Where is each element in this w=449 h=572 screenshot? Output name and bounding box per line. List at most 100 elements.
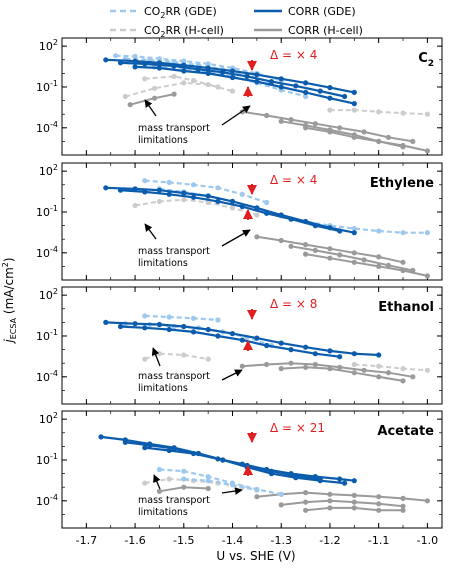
data-point <box>278 118 284 124</box>
legend-item-corr-hcell: CORR (H-cell) <box>254 24 363 37</box>
data-point <box>215 185 221 191</box>
series-line-corr-gde <box>135 65 355 105</box>
data-point <box>361 257 367 263</box>
data-point <box>303 490 309 496</box>
data-point <box>220 69 226 75</box>
series-line-co2rr-gde <box>115 54 282 82</box>
data-point <box>351 492 357 498</box>
svg-text:CO2RR (H-cell): CO2RR (H-cell) <box>144 24 224 39</box>
series-line-corr-hcell <box>129 93 175 106</box>
data-point <box>215 198 221 204</box>
mass-transport-label: mass transport <box>138 246 210 257</box>
data-point <box>215 84 221 90</box>
data-point <box>312 121 318 127</box>
data-point <box>312 247 318 253</box>
data-point <box>122 93 128 100</box>
data-point <box>278 237 284 244</box>
data-point <box>351 259 357 265</box>
annotation-arrow-left <box>151 347 161 367</box>
y-tick-label: 102 <box>39 411 58 426</box>
y-tick-label: 10-4 <box>36 493 58 508</box>
data-point <box>400 366 406 372</box>
data-point <box>254 487 260 493</box>
data-point <box>376 109 382 115</box>
data-point <box>171 91 177 97</box>
data-point <box>166 326 172 333</box>
data-point <box>278 84 284 90</box>
data-point <box>142 313 148 319</box>
data-point <box>264 199 270 206</box>
series-line-corr-hcell <box>305 253 428 277</box>
legend-corr-gde-label: CORR (GDE) <box>288 5 356 18</box>
data-point <box>327 255 333 261</box>
data-point <box>264 210 270 216</box>
data-point <box>132 64 138 70</box>
y-tick-label: 102 <box>39 287 58 302</box>
data-point <box>229 88 236 94</box>
data-point <box>264 361 270 368</box>
series-line-corr-gde <box>105 321 379 357</box>
data-point <box>342 480 348 486</box>
data-point <box>351 505 357 511</box>
plot-frame <box>61 286 443 405</box>
series-line-corr-gde <box>120 325 340 358</box>
data-point <box>337 228 343 234</box>
data-point <box>166 476 172 482</box>
data-point <box>264 342 270 349</box>
data-point <box>152 85 158 91</box>
data-point <box>190 182 197 188</box>
series-line-corr-hcell <box>242 362 413 378</box>
limitations-label: limitations <box>138 507 188 518</box>
data-point <box>424 230 430 236</box>
data-point <box>376 374 382 380</box>
series-line-co2rr-hcell <box>134 198 258 216</box>
data-point <box>142 189 148 195</box>
data-point <box>400 230 406 236</box>
series-line-co2rr-gde <box>159 468 282 496</box>
data-point <box>181 190 187 196</box>
delta-label: Δ = × 4 <box>270 48 317 62</box>
delta-label: Δ = × 4 <box>270 173 317 187</box>
data-point <box>351 107 357 113</box>
x-tick-label: -1.6 <box>124 534 145 547</box>
data-point <box>103 57 109 63</box>
legend-co2rr-hcell-rest: RR (H-cell) <box>165 24 224 37</box>
data-point <box>385 262 391 268</box>
y-tick-label: 10-1 <box>36 79 58 94</box>
data-point <box>327 491 333 497</box>
data-point <box>410 138 416 144</box>
mass-transport-label: mass transport <box>138 495 210 506</box>
x-tick-label: -1.3 <box>270 534 291 547</box>
data-point <box>254 212 260 218</box>
panel-title: C2 <box>418 51 434 69</box>
data-point <box>264 466 270 473</box>
legend-item-co2rr-gde: CO2RR (GDE) <box>110 5 217 20</box>
data-point <box>361 129 367 135</box>
legend-co2rr-hcell-sub: 2 <box>160 30 165 39</box>
series-line-co2rr-hcell <box>144 352 209 361</box>
plot-frame <box>61 410 443 529</box>
data-point <box>142 325 148 331</box>
data-point <box>142 480 148 486</box>
legend-co2rr-hcell-main: CO <box>144 24 161 37</box>
data-point <box>229 74 236 81</box>
y-tick-label: 10-4 <box>36 245 58 260</box>
data-point <box>337 364 343 370</box>
data-point <box>351 478 357 484</box>
data-point <box>181 352 187 358</box>
data-point <box>264 112 270 119</box>
series-line-corr-hcell <box>281 499 404 508</box>
series-line-co2rr-hcell <box>354 363 428 372</box>
panel-title: Ethylene <box>370 176 434 191</box>
data-point <box>205 199 211 206</box>
data-point <box>376 263 382 269</box>
data-point <box>254 79 260 85</box>
data-point <box>376 494 382 500</box>
limitations-label: limitations <box>138 258 188 269</box>
data-point <box>156 187 162 193</box>
annotation-arrow-left <box>153 474 161 490</box>
data-point <box>303 364 309 370</box>
data-point <box>303 242 309 248</box>
panel-title: Ethanol <box>378 300 434 315</box>
data-point <box>278 366 284 372</box>
